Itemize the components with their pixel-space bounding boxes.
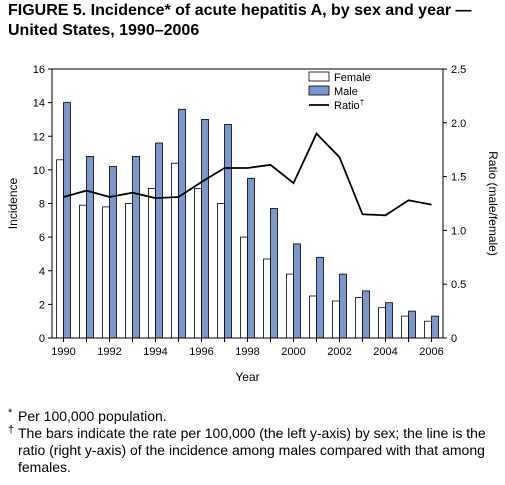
bar-female-1990 [56, 159, 64, 339]
legend-label-ratio: Ratio† [334, 98, 364, 112]
bar-female-1995 [171, 162, 179, 339]
bar-male-1995 [178, 108, 186, 339]
bar-female-1991 [79, 204, 87, 339]
footnote-2: † The bars indicate the rate per 100,000… [8, 424, 503, 476]
x-tick-label-1996: 1996 [189, 346, 213, 358]
x-tick-label-1992: 1992 [97, 346, 121, 358]
footnote-1: * Per 100,000 population. [8, 407, 503, 425]
x-tick-label-1994: 1994 [143, 346, 167, 358]
y-tick-label-16: 16 [33, 64, 45, 76]
y-axis-label: Incidence [6, 177, 20, 229]
y2-tick-label-2.5: 2.5 [451, 64, 466, 76]
bar-male-1998 [247, 177, 255, 339]
x-tick-label-2004: 2004 [373, 346, 397, 358]
ratio-line [63, 132, 432, 217]
y2-axis-label: Ratio (male/female) [486, 151, 500, 256]
bar-male-2002 [339, 273, 347, 339]
bar-female-1998 [240, 236, 248, 339]
legend-label-male: Male [334, 86, 358, 98]
y-tick-label-6: 6 [39, 232, 45, 244]
bar-male-2001 [316, 256, 324, 339]
bar-male-1990 [63, 102, 71, 339]
footnotes: * Per 100,000 population. † The bars ind… [8, 407, 503, 476]
axes: 0 2 4 6 8 10 12 14 16 0 0.5 1.0 1.5 2.0 2.5 1990 1992 199… [6, 64, 500, 384]
x-tick-label-2002: 2002 [327, 346, 351, 358]
footnote-1-text: Per 100,000 population. [18, 408, 167, 424]
ratio-line-group [63, 132, 432, 217]
x-tick-label-2006: 2006 [419, 346, 443, 358]
y2-tick-label-0.5: 0.5 [451, 279, 466, 291]
male-bars [63, 102, 439, 339]
bar-male-1996 [201, 119, 209, 339]
bar-male-2005 [408, 310, 416, 339]
y2-tick-label-1.5: 1.5 [451, 172, 466, 184]
y2-tick-label-0: 0 [451, 333, 457, 345]
bar-female-1993 [125, 203, 133, 339]
footnote-2-text: The bars indicate the rate per 100,000 (… [18, 425, 486, 475]
bar-male-2004 [385, 302, 393, 339]
bar-female-2005 [401, 315, 409, 339]
x-tick-label-1990: 1990 [51, 346, 75, 358]
bar-male-1991 [86, 155, 94, 339]
y-tick-label-4: 4 [39, 266, 45, 278]
bar-female-2003 [355, 297, 363, 339]
bar-female-1994 [148, 187, 156, 339]
bar-female-2001 [309, 295, 317, 339]
legend-swatch-female [308, 71, 330, 82]
bar-female-2004 [378, 307, 386, 339]
legend-label-female: Female [334, 72, 371, 84]
bar-female-1999 [263, 258, 271, 339]
bar-female-2006 [424, 320, 432, 339]
x-axis-label: Year [235, 370, 259, 384]
bar-female-2000 [286, 273, 294, 339]
y-tick-label-12: 12 [33, 131, 45, 143]
legend-swatch-male [308, 85, 330, 96]
bar-male-2000 [293, 243, 301, 339]
bar-male-1997 [224, 124, 232, 339]
figure-title: FIGURE 5. Incidence* of acute hepatitis … [8, 2, 472, 39]
y2-tick-label-1.0: 1.0 [451, 225, 466, 237]
x-tick-label-1998: 1998 [235, 346, 259, 358]
footnote-2-mark: † [8, 424, 15, 436]
incidence-chart: 0 2 4 6 8 10 12 14 16 0 0.5 1.0 1.5 2.0 2.5 1990 1992 199… [6, 64, 500, 384]
bar-male-1993 [132, 155, 140, 339]
bar-female-1992 [102, 206, 110, 339]
bar-female-1997 [217, 203, 225, 339]
y-tick-label-2: 2 [39, 299, 45, 311]
bar-female-2002 [332, 300, 340, 339]
y-tick-label-0: 0 [39, 333, 45, 345]
x-tick-label-2000: 2000 [281, 346, 305, 358]
footnote-1-mark: * [8, 407, 13, 419]
bar-male-2003 [362, 290, 370, 339]
y-tick-label-8: 8 [39, 199, 45, 211]
bar-male-2006 [431, 315, 439, 339]
bar-male-1999 [270, 208, 278, 339]
bar-male-1992 [109, 166, 117, 339]
legend-label-ratio-dagger: † [360, 98, 364, 107]
bar-male-1994 [155, 142, 163, 339]
y-tick-label-10: 10 [33, 165, 45, 177]
y2-tick-label-2.0: 2.0 [451, 118, 466, 130]
bar-female-1996 [194, 187, 202, 339]
y-tick-label-14: 14 [33, 98, 45, 110]
